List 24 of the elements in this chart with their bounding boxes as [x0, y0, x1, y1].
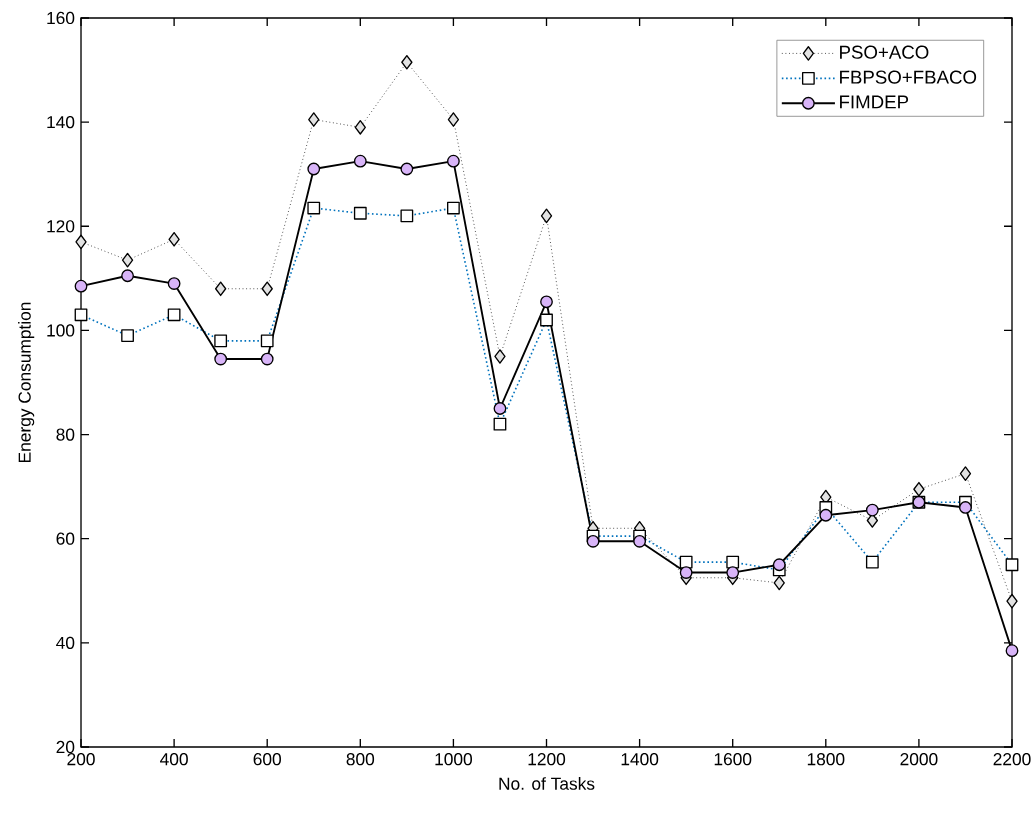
- y-tick-label: 80: [56, 428, 75, 441]
- y-tick-label: 60: [56, 532, 75, 545]
- x-tick-label: 200: [67, 753, 95, 766]
- x-tick-label: 2200: [993, 753, 1031, 766]
- y-tick-label: 40: [56, 636, 75, 649]
- x-axis-title: No. of Tasks: [499, 777, 595, 790]
- y-axis-title: Energy Consumption: [18, 302, 35, 462]
- x-tick-label: 400: [160, 753, 188, 766]
- x-tick-label: 600: [253, 753, 281, 766]
- legend-label: PSO+ACO: [840, 45, 929, 59]
- y-tick-label: 160: [47, 11, 75, 25]
- legend-label: FIMDEP: [840, 95, 909, 109]
- legend-label: FBPSO+FBACO: [840, 70, 977, 84]
- x-tick-label: 1200: [528, 753, 566, 766]
- y-tick-label: 120: [47, 220, 75, 233]
- x-tick-label: 1000: [435, 753, 473, 766]
- x-tick-label: 1600: [714, 753, 752, 766]
- x-tick-label: 2000: [900, 753, 938, 766]
- y-tick-label: 100: [47, 324, 75, 337]
- x-tick-label: 1400: [621, 753, 659, 766]
- y-tick-label: 140: [47, 115, 75, 129]
- y-tick-label: 20: [56, 740, 75, 754]
- x-tick-label: 1800: [807, 753, 845, 766]
- x-tick-label: 800: [346, 753, 375, 766]
